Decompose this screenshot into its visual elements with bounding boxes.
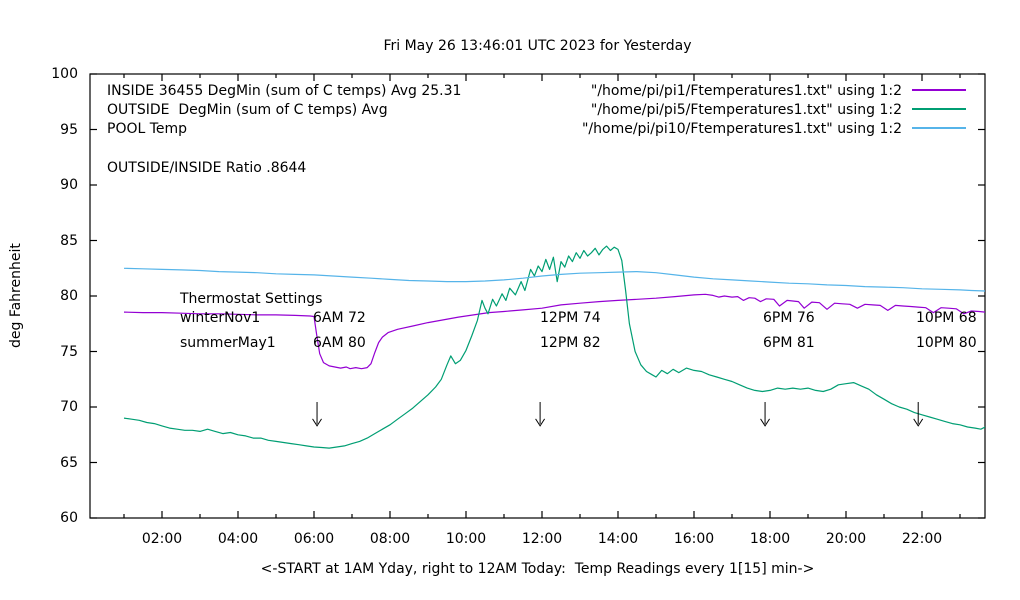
down-arrow-head-icon xyxy=(760,418,770,427)
stats-legend-line: INSIDE 36455 DegMin (sum of C temps) Avg… xyxy=(107,83,462,99)
thermostat-setting: 12PM 74 xyxy=(540,310,601,326)
file-legend-label: "/home/pi/pi10/Ftemperatures1.txt" using… xyxy=(581,121,902,137)
thermostat-setting: 10PM 68 xyxy=(916,310,977,326)
series-line-inside xyxy=(123,293,985,370)
thermostat-row-label: summerMay1 xyxy=(180,335,276,351)
x-tick-label: 20:00 xyxy=(825,531,867,547)
thermostat-setting: 12PM 82 xyxy=(540,335,601,351)
series-line-pool xyxy=(123,267,985,292)
down-arrow-head-icon xyxy=(913,418,924,427)
y-tick-label: 100 xyxy=(51,66,78,82)
thermostat-setting: 6AM 80 xyxy=(313,335,366,351)
y-tick-label: 75 xyxy=(60,343,78,360)
file-legend-label: "/home/pi/pi5/Ftemperatures1.txt" using … xyxy=(590,102,902,118)
x-axis-label: <-START at 1AM Yday, right to 12AM Today… xyxy=(260,561,815,577)
thermostat-row-label: winterNov1 xyxy=(180,310,261,326)
stats-legend-line: POOL Temp xyxy=(107,121,188,137)
x-tick-label: 04:00 xyxy=(217,531,259,547)
file-legend-label: "/home/pi/pi1/Ftemperatures1.txt" using … xyxy=(590,83,902,99)
x-tick-label: 22:00 xyxy=(901,531,943,547)
x-tick-label: 06:00 xyxy=(293,531,335,547)
thermostat-setting: 6PM 81 xyxy=(763,335,815,351)
thermostat-setting: 10PM 80 xyxy=(916,335,977,351)
series-line-outside xyxy=(123,245,985,449)
x-tick-label: 16:00 xyxy=(673,531,715,547)
y-tick-label: 90 xyxy=(60,177,78,193)
thermostat-heading: Thermostat Settings xyxy=(180,291,323,307)
thermostat-setting: 6AM 72 xyxy=(313,310,366,326)
x-tick-label: 10:00 xyxy=(445,531,487,547)
x-tick-label: 18:00 xyxy=(749,531,791,547)
y-tick-label: 60 xyxy=(60,510,78,526)
y-tick-label: 80 xyxy=(60,288,78,304)
thermostat-setting: 6PM 76 xyxy=(763,310,815,326)
x-tick-label: 02:00 xyxy=(141,531,183,547)
y-tick-label: 65 xyxy=(60,454,78,471)
down-arrow-head-icon xyxy=(312,418,322,427)
y-tick-label: 85 xyxy=(60,232,78,249)
x-tick-label: 12:00 xyxy=(521,531,563,547)
chart-title: Fri May 26 13:46:01 UTC 2023 for Yesterd… xyxy=(383,38,692,54)
stats-legend-line: OUTSIDE DegMin (sum of C temps) Avg xyxy=(107,102,388,118)
y-tick-label: 70 xyxy=(60,399,78,415)
x-tick-label: 14:00 xyxy=(597,531,639,547)
ratio-text: OUTSIDE/INSIDE Ratio .8644 xyxy=(107,160,307,176)
x-tick-label: 08:00 xyxy=(369,531,411,547)
y-tick-label: 95 xyxy=(60,121,78,138)
down-arrow-head-icon xyxy=(535,418,546,427)
